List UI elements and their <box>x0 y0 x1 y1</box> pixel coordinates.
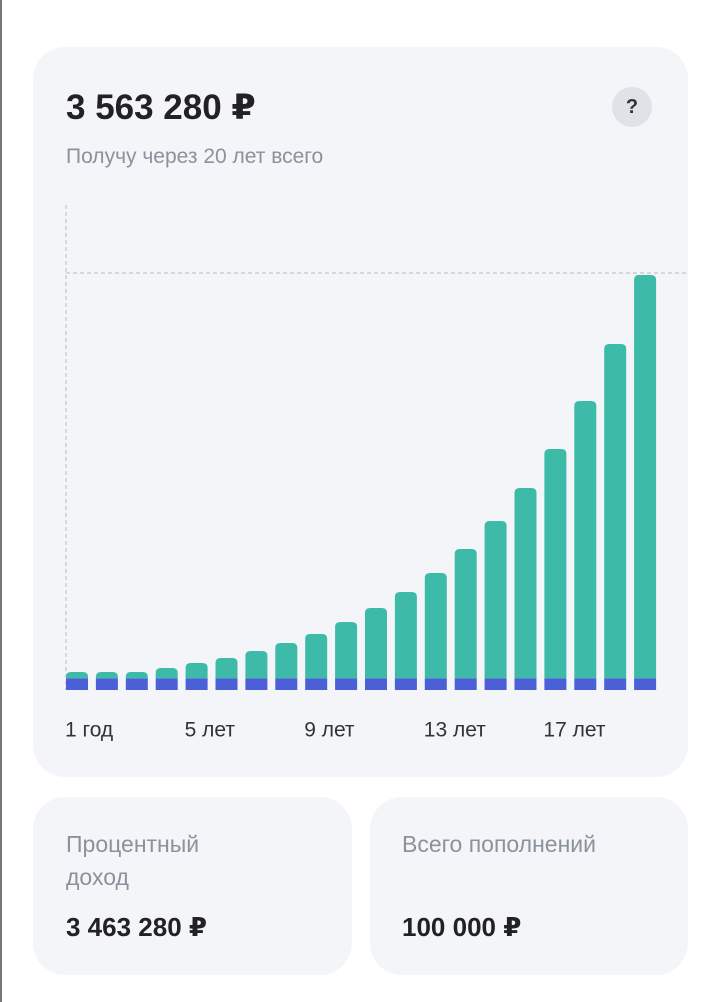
bar-segment <box>574 678 597 690</box>
bar-segment <box>454 548 477 679</box>
total-value: 3 563 280 ₽ <box>66 88 256 127</box>
subtitle: Получу через 20 лет всего <box>66 145 324 168</box>
bar-segment <box>66 678 88 690</box>
bar-segment <box>95 671 118 679</box>
x-tick-label: 9 лет <box>304 719 355 742</box>
x-tick-label: 17 лет <box>543 719 605 742</box>
bar-segment <box>125 671 148 679</box>
bar-segment <box>604 678 627 690</box>
bar-segment <box>275 678 298 690</box>
bar-segment <box>484 521 507 679</box>
x-tick-label: 1 год <box>65 719 113 742</box>
bar-segment <box>95 678 118 690</box>
bar-segment <box>155 667 178 679</box>
bar-segment <box>454 678 477 690</box>
bar-segment <box>604 343 627 679</box>
bar-segment <box>305 633 328 679</box>
bar-segment <box>215 678 238 690</box>
bar-segment <box>155 678 178 690</box>
bar-segment <box>394 678 417 690</box>
card-value: 3 463 280 ₽ <box>66 912 207 942</box>
bar-segment <box>66 671 88 679</box>
bar-segment <box>544 678 567 690</box>
bar-segment <box>394 592 417 679</box>
bar-segment <box>514 678 537 690</box>
card-label: Процентный доход <box>66 831 200 890</box>
bar-segment <box>335 621 358 679</box>
bar-segment <box>634 275 657 679</box>
bar-segment <box>365 678 387 690</box>
bar-segment <box>544 449 567 679</box>
bar-segment <box>424 572 447 679</box>
bar-segment <box>275 642 298 679</box>
bar-segment <box>185 662 208 679</box>
bar-segment <box>335 678 358 690</box>
x-tick-label: 13 лет <box>424 719 486 742</box>
bar-segment <box>305 678 328 690</box>
bar-segment <box>215 657 238 679</box>
x-tick-label: 5 лет <box>185 719 236 742</box>
bar-segment <box>484 678 507 690</box>
card-value: 100 000 ₽ <box>402 912 522 942</box>
bar-segment <box>185 678 208 690</box>
bar-segment <box>245 650 268 679</box>
bar-segment <box>634 678 657 690</box>
bar-segment <box>245 678 268 690</box>
bar-segment <box>424 678 447 690</box>
deposits-card <box>370 797 688 975</box>
window-edge <box>0 0 2 1002</box>
help-button[interactable]: ? <box>612 87 652 127</box>
bar-segment <box>514 488 537 679</box>
bar-segment <box>365 608 387 679</box>
bar-segment <box>574 401 597 679</box>
bar-segment <box>125 678 148 690</box>
interest-card <box>33 797 352 975</box>
card-label: Всего пополнений <box>402 831 596 857</box>
